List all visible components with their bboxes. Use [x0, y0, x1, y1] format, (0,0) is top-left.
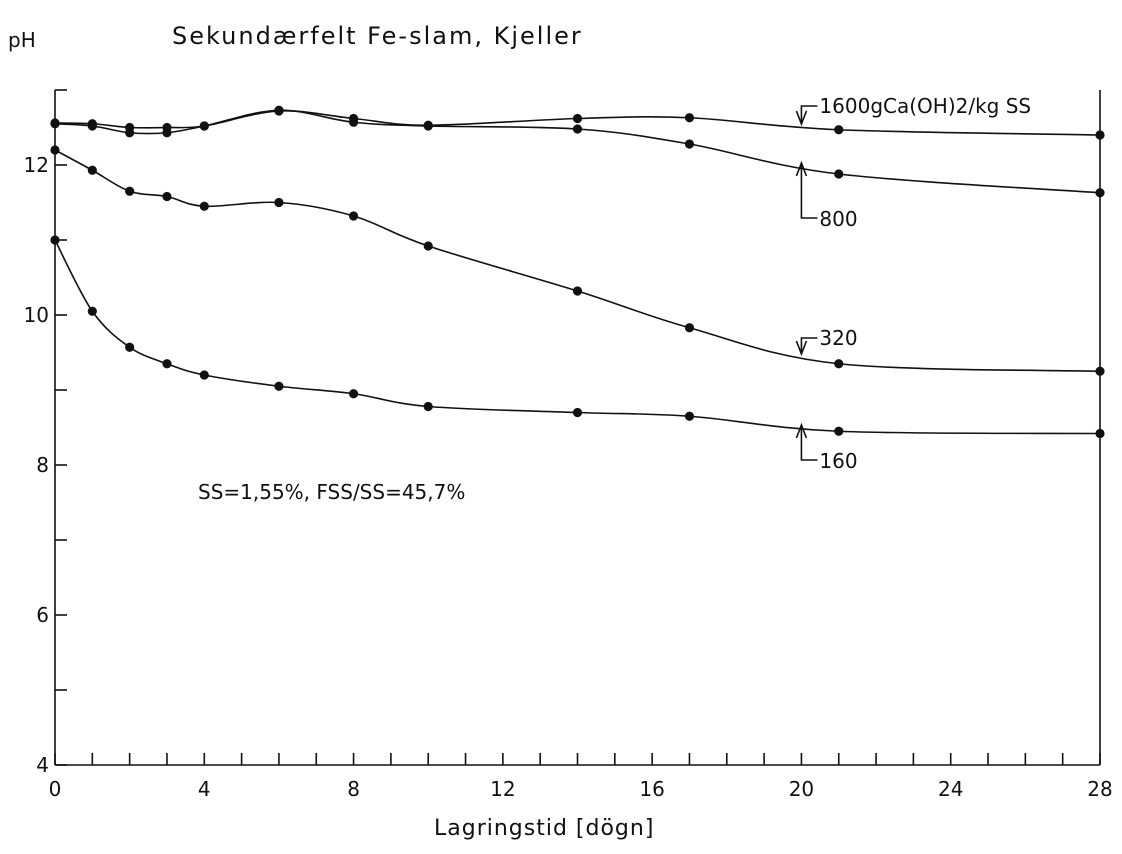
data-point [834, 359, 844, 369]
data-point [162, 191, 172, 202]
series-4 [50, 235, 1105, 439]
data-point [572, 286, 583, 296]
data-point [125, 342, 135, 352]
data-point [50, 119, 60, 129]
data-point [684, 139, 695, 149]
series-label: 800 [819, 207, 857, 231]
data-point [572, 124, 583, 134]
data-point [348, 211, 359, 221]
x-tick-label: 0 [49, 777, 62, 801]
arrow-icon [795, 422, 808, 439]
series-label: 160 [819, 449, 857, 473]
leader-line [800, 163, 818, 219]
data-point [834, 125, 844, 135]
x-tick-label: 28 [1087, 777, 1112, 801]
chart-title: Sekundærfelt Fe-slam, Kjeller [172, 22, 583, 50]
series-3 [50, 145, 1105, 376]
data-point [162, 359, 172, 369]
data-point [834, 426, 844, 436]
data-point [423, 401, 433, 412]
data-point [684, 323, 695, 333]
series-2 [50, 105, 1105, 198]
series-line [54, 110, 1101, 136]
y-axis-label: pH [8, 28, 36, 52]
series-label: 1600gCa(OH)2/kg SS [819, 94, 1031, 118]
data-point [348, 117, 359, 127]
series-line [54, 149, 1101, 373]
x-tick-label: 12 [490, 777, 515, 801]
data-point [274, 197, 284, 208]
x-tick-label: 16 [639, 777, 664, 801]
data-point [348, 389, 359, 399]
data-point [87, 306, 97, 316]
data-point [423, 241, 433, 251]
y-tick-label: 10 [24, 303, 49, 327]
x-tick-label: 20 [789, 777, 814, 801]
leader-line [800, 337, 818, 354]
y-tick-label: 8 [36, 453, 49, 477]
x-tick-label: 24 [938, 777, 963, 801]
y-tick-label: 6 [36, 603, 49, 627]
data-point [199, 201, 209, 211]
data-point [834, 169, 844, 179]
data-point [684, 411, 695, 421]
data-point [423, 121, 433, 131]
data-point [1095, 188, 1105, 198]
arrow-icon [795, 340, 808, 357]
y-tick-label: 12 [24, 153, 49, 177]
data-point [274, 105, 284, 115]
data-point [199, 370, 209, 380]
x-axis-label: Lagringstid [dögn] [434, 816, 654, 841]
data-point [162, 128, 172, 138]
series-line [54, 109, 1101, 194]
series-labels: 1600gCa(OH)2/kg SS 800 320 160 [795, 94, 1031, 473]
series-line [54, 239, 1101, 435]
arrow-icon [795, 110, 808, 127]
sample-annotation: SS=1,55%, FSS/SS=45,7% [198, 480, 465, 504]
data-point [50, 145, 60, 155]
data-point [125, 128, 135, 138]
data-point [1095, 130, 1105, 140]
data-point [50, 235, 60, 245]
series-layer [50, 105, 1105, 439]
data-point [199, 121, 209, 131]
leader-line [800, 105, 818, 124]
data-point [684, 113, 695, 123]
data-point [572, 407, 583, 418]
data-point [572, 113, 583, 124]
data-point [87, 165, 97, 175]
data-point [125, 186, 135, 196]
x-tick-label: 8 [347, 777, 360, 801]
data-point [87, 121, 97, 131]
data-point [1095, 366, 1105, 376]
x-tick-label: 4 [198, 777, 211, 801]
arrow-icon [795, 160, 808, 177]
y-tick-label: 4 [36, 753, 49, 777]
series-label: 320 [819, 326, 857, 350]
leader-line [800, 425, 818, 461]
data-point [274, 381, 284, 391]
data-point [1095, 428, 1105, 439]
